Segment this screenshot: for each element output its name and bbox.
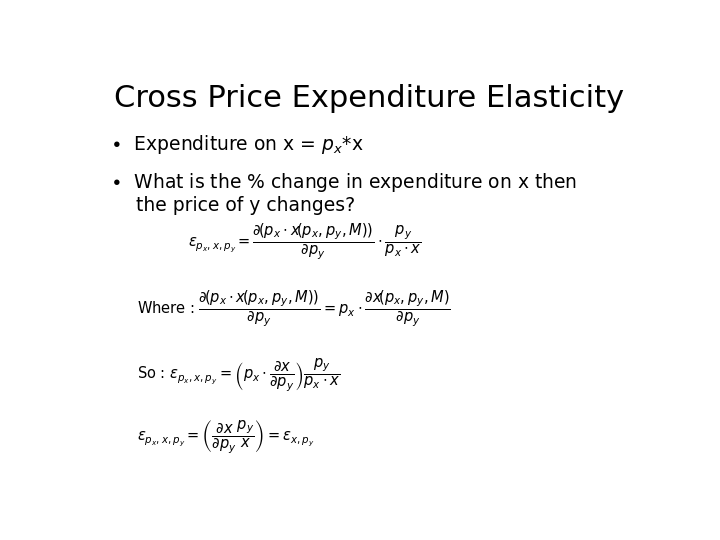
Text: Cross Price Expenditure Elasticity: Cross Price Expenditure Elasticity — [114, 84, 624, 112]
Text: $\varepsilon_{p_x,x,p_y} = \left(\dfrac{\partial x}{\partial p_y}\dfrac{p_y}{x}\: $\varepsilon_{p_x,x,p_y} = \left(\dfrac{… — [138, 418, 315, 455]
Text: Where : $\dfrac{\partial\!\left(p_x \cdot x\!\left(p_x,p_y,M\right)\right)}{\par: Where : $\dfrac{\partial\!\left(p_x \cdo… — [138, 288, 451, 328]
Text: $\bullet$  Expenditure on x = $p_x$*x: $\bullet$ Expenditure on x = $p_x$*x — [109, 133, 363, 157]
Text: $\varepsilon_{p_x,x,p_y} = \dfrac{\partial\!\left(p_x \cdot x\!\left(p_x,p_y,M\r: $\varepsilon_{p_x,x,p_y} = \dfrac{\parti… — [188, 221, 421, 261]
Text: So : $\varepsilon_{p_x,x,p_y} = \left(p_x \cdot \dfrac{\partial x}{\partial p_y}: So : $\varepsilon_{p_x,x,p_y} = \left(p_… — [138, 356, 341, 393]
Text: $\bullet$  What is the % change in expenditure on x then: $\bullet$ What is the % change in expend… — [109, 171, 577, 194]
Text: the price of y changes?: the price of y changes? — [136, 196, 356, 215]
